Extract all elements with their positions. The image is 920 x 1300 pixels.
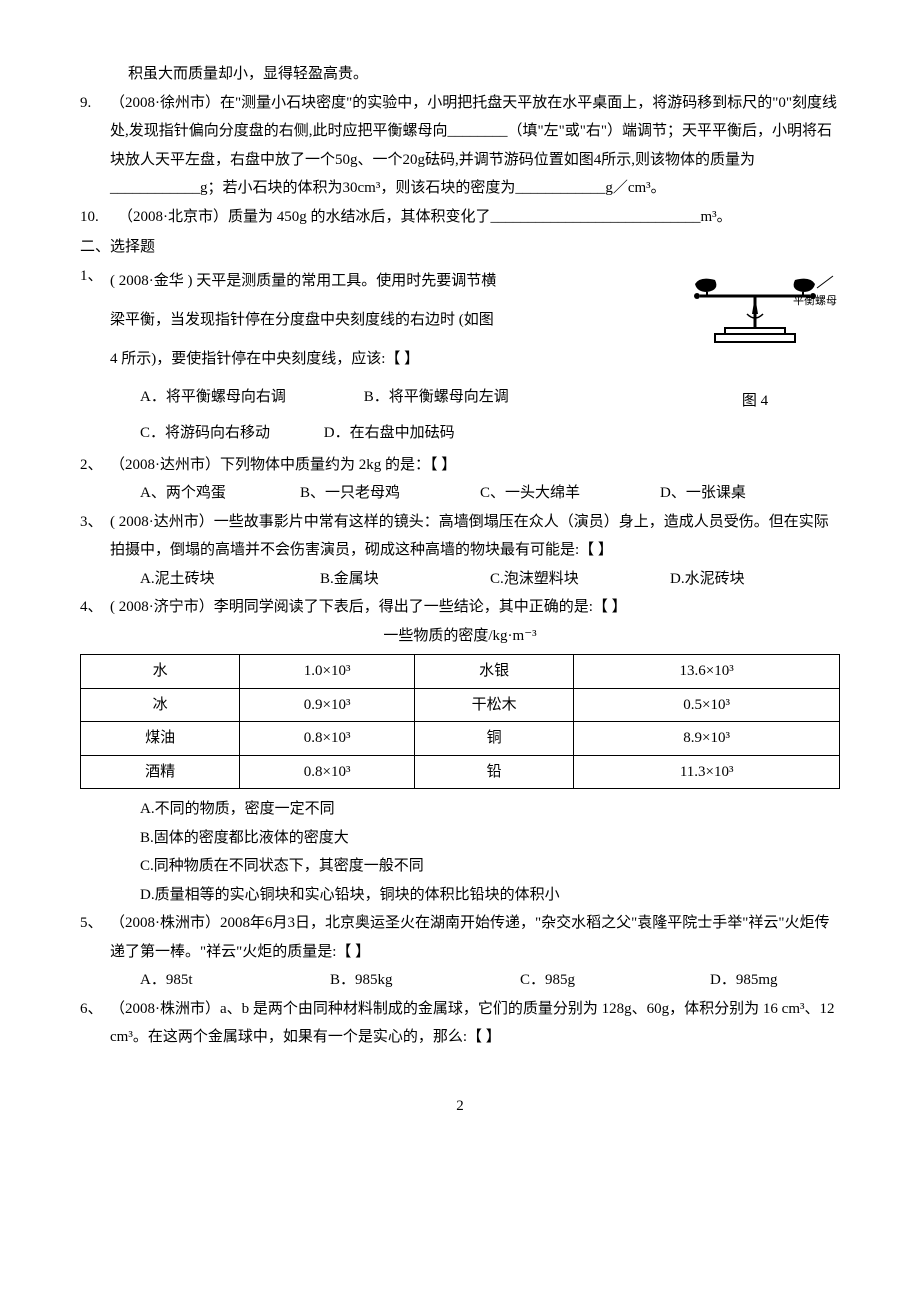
density-table: 水1.0×10³水银13.6×10³冰0.9×10³干松木0.5×10³煤油0.…: [80, 654, 840, 789]
table-cell: 11.3×10³: [574, 755, 840, 789]
table-cell: 酒精: [81, 755, 240, 789]
q1-line2: 梁平衡，当发现指针停在分度盘中央刻度线的右边时 (如图: [110, 301, 658, 340]
q1-opt-a: A．将平衡螺母向右调: [140, 379, 360, 415]
q-number: 1、: [80, 262, 110, 291]
q-body: （2008·株洲市）2008年6月3日，北京奥运圣火在湖南开始传递，"杂交水稻之…: [110, 909, 840, 966]
table-cell: 水银: [414, 655, 573, 689]
table-cell: 煤油: [81, 722, 240, 756]
table-cell: 0.8×10³: [240, 755, 415, 789]
q3-opt-b: B.金属块: [320, 565, 490, 594]
q-body: ( 2008·达州市）一些故事影片中常有这样的镜头：高墙倒塌压在众人（演员）身上…: [110, 508, 840, 565]
question-2: 2、 （2008·达州市）下列物体中质量约为 2kg 的是：【 】 A、两个鸡蛋…: [80, 451, 840, 508]
q-number: 3、: [80, 508, 110, 537]
table-cell: 8.9×10³: [574, 722, 840, 756]
q3-opt-d: D.水泥砖块: [670, 565, 840, 594]
q1-opt-c: C．将游码向右移动: [140, 415, 320, 451]
table-cell: 铜: [414, 722, 573, 756]
question-5: 5、 （2008·株洲市）2008年6月3日，北京奥运圣火在湖南开始传递，"杂交…: [80, 909, 840, 995]
q2-opt-c: C、一头大绵羊: [480, 479, 660, 508]
q-number: 2、: [80, 451, 110, 480]
q-body: （2008·徐州市）在"测量小石块密度"的实验中，小明把托盘天平放在水平桌面上，…: [110, 89, 840, 203]
q4-opt-a: A.不同的物质，密度一定不同: [80, 795, 840, 824]
q1-line1: ( 2008·金华 ) 天平是测质量的常用工具。使用时先要调节横: [110, 262, 658, 301]
q5-opt-b: B．985kg: [330, 966, 520, 995]
q4-opt-b: B.固体的密度都比液体的密度大: [80, 824, 840, 853]
q-number: 4、: [80, 593, 110, 622]
table-cell: 干松木: [414, 688, 573, 722]
table-cell: 铅: [414, 755, 573, 789]
table-caption: 一些物质的密度/kg·m⁻³: [80, 622, 840, 651]
table-cell: 0.8×10³: [240, 722, 415, 756]
q4-opt-d: D.质量相等的实心铜块和实心铅块，铜块的体积比铅块的体积小: [80, 881, 840, 910]
q-body: （2008·达州市）下列物体中质量约为 2kg 的是：【 】: [110, 451, 840, 480]
table-cell: 水: [81, 655, 240, 689]
q2-opt-d: D、一张课桌: [660, 479, 840, 508]
q3-opt-a: A.泥土砖块: [140, 565, 320, 594]
table-row: 酒精0.8×10³铅11.3×10³: [81, 755, 840, 789]
question-9: 9. （2008·徐州市）在"测量小石块密度"的实验中，小明把托盘天平放在水平桌…: [80, 89, 840, 203]
q5-opt-a: A．985t: [140, 966, 330, 995]
question-4: 4、 ( 2008·济宁市）李明同学阅读了下表后，得出了一些结论，其中正确的是:…: [80, 593, 840, 909]
q4-opt-c: C.同种物质在不同状态下，其密度一般不同: [80, 852, 840, 881]
q5-opt-d: D．985mg: [710, 966, 840, 995]
question-3: 3、 ( 2008·达州市）一些故事影片中常有这样的镜头：高墙倒塌压在众人（演员…: [80, 508, 840, 594]
q2-opt-b: B、一只老母鸡: [300, 479, 480, 508]
q2-opt-a: A、两个鸡蛋: [140, 479, 300, 508]
q1-opt-b: B．将平衡螺母向左调: [364, 389, 509, 405]
question-6: 6、 （2008·株洲市）a、b 是两个由同种材料制成的金属球，它们的质量分别为…: [80, 995, 840, 1052]
table-cell: 0.5×10³: [574, 688, 840, 722]
q-number: 10.: [80, 203, 118, 232]
figure-caption: 图 4: [670, 387, 840, 416]
continuation-text: 积虽大而质量却小，显得轻盈高贵。: [80, 60, 840, 89]
balance-label: 平衡螺母: [793, 295, 837, 307]
q1-line3: 4 所示)，要使指针停在中央刻度线，应该:【 】: [110, 340, 658, 379]
q-body: （2008·北京市）质量为 450g 的水结冰后，其体积变化了_________…: [118, 203, 840, 232]
q-number: 5、: [80, 909, 110, 938]
q1-opt-d: D．在右盘中加砝码: [324, 425, 455, 441]
q-number: 9.: [80, 89, 110, 118]
table-row: 水1.0×10³水银13.6×10³: [81, 655, 840, 689]
q-number: 6、: [80, 995, 110, 1024]
table-cell: 13.6×10³: [574, 655, 840, 689]
table-row: 冰0.9×10³干松木0.5×10³: [81, 688, 840, 722]
figure-4: 平衡螺母 图 4: [670, 266, 840, 416]
table-row: 煤油0.8×10³铜8.9×10³: [81, 722, 840, 756]
q-body: （2008·株洲市）a、b 是两个由同种材料制成的金属球，它们的质量分别为 12…: [110, 995, 840, 1052]
table-cell: 冰: [81, 688, 240, 722]
q-body: ( 2008·济宁市）李明同学阅读了下表后，得出了一些结论，其中正确的是:【 】: [110, 593, 840, 622]
q5-opt-c: C．985g: [520, 966, 710, 995]
q3-opt-c: C.泡沫塑料块: [490, 565, 670, 594]
question-10: 10. （2008·北京市）质量为 450g 的水结冰后，其体积变化了_____…: [80, 203, 840, 232]
table-cell: 0.9×10³: [240, 688, 415, 722]
table-cell: 1.0×10³: [240, 655, 415, 689]
section-2-heading: 二、选择题: [80, 233, 840, 262]
page-number: 2: [80, 1092, 840, 1121]
